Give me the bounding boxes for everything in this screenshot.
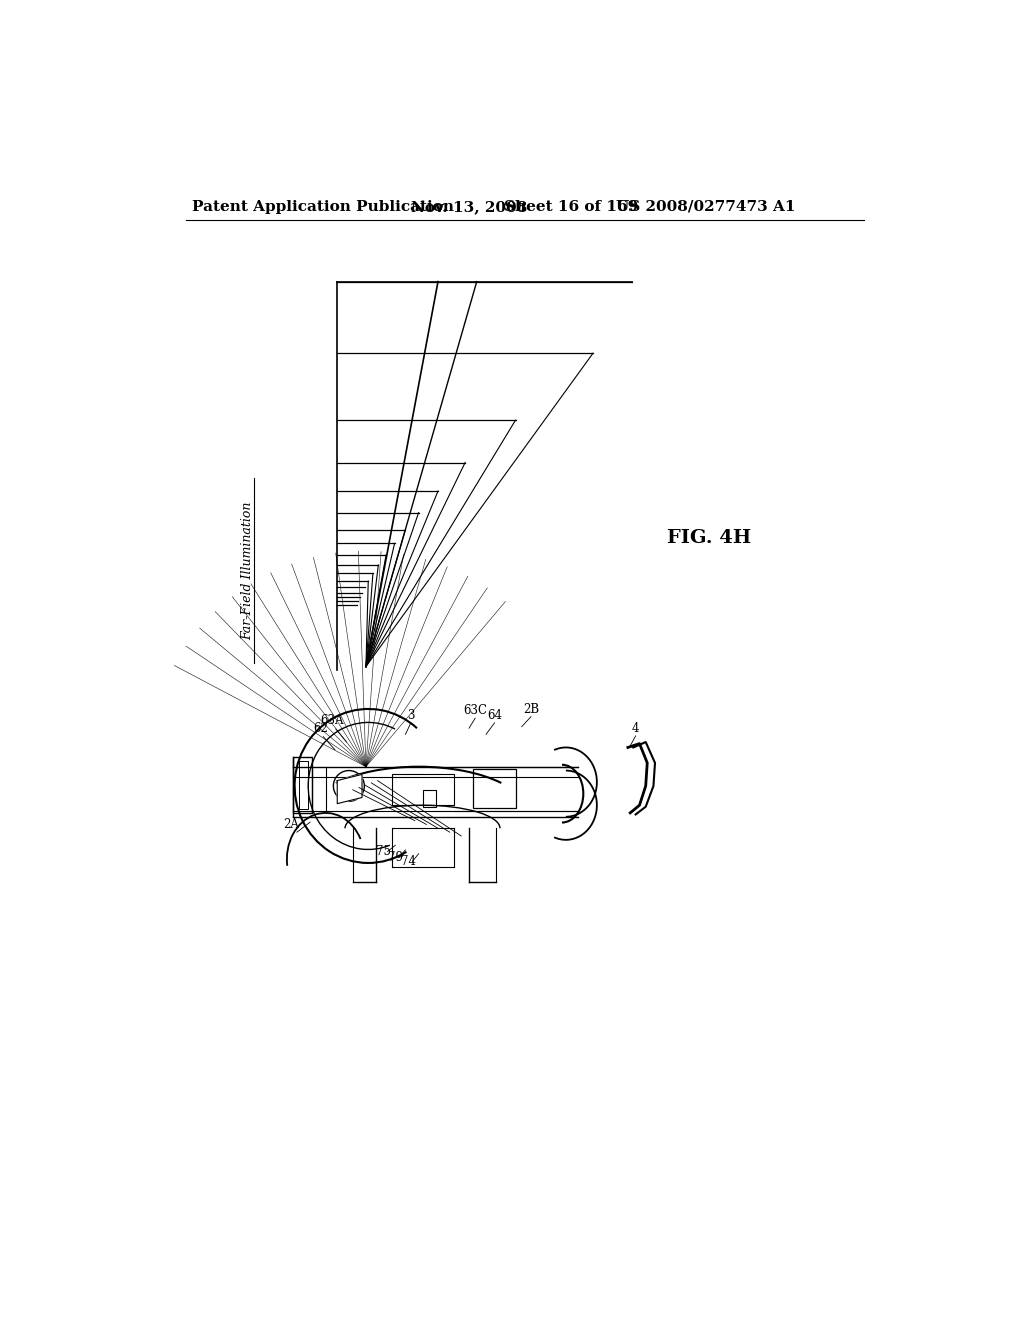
Text: 3: 3 (408, 709, 415, 722)
Text: Sheet 16 of 169: Sheet 16 of 169 (504, 199, 638, 214)
Bar (391, 775, 454, 805)
Text: US 2008/0277473 A1: US 2008/0277473 A1 (616, 199, 796, 214)
Bar (473, 770, 515, 808)
Text: Nov. 13, 2008: Nov. 13, 2008 (411, 199, 527, 214)
Text: 74: 74 (401, 855, 416, 869)
Text: 64: 64 (487, 709, 502, 722)
Text: Patent Application Publication: Patent Application Publication (193, 199, 455, 214)
Text: 79: 79 (388, 850, 402, 863)
Bar (299, 762, 308, 809)
Polygon shape (337, 775, 362, 804)
Text: FIG. 4H: FIG. 4H (667, 529, 751, 548)
Text: 63A: 63A (321, 714, 344, 727)
Bar (293, 758, 312, 813)
Text: 62: 62 (312, 722, 328, 735)
Text: Far-Field Illumination: Far-Field Illumination (242, 502, 255, 639)
Text: 75: 75 (376, 845, 391, 858)
Text: 2A: 2A (283, 818, 299, 832)
Bar (423, 789, 436, 807)
Text: 2B: 2B (523, 702, 539, 715)
Text: 63C: 63C (463, 705, 487, 717)
Text: 4: 4 (632, 722, 639, 735)
